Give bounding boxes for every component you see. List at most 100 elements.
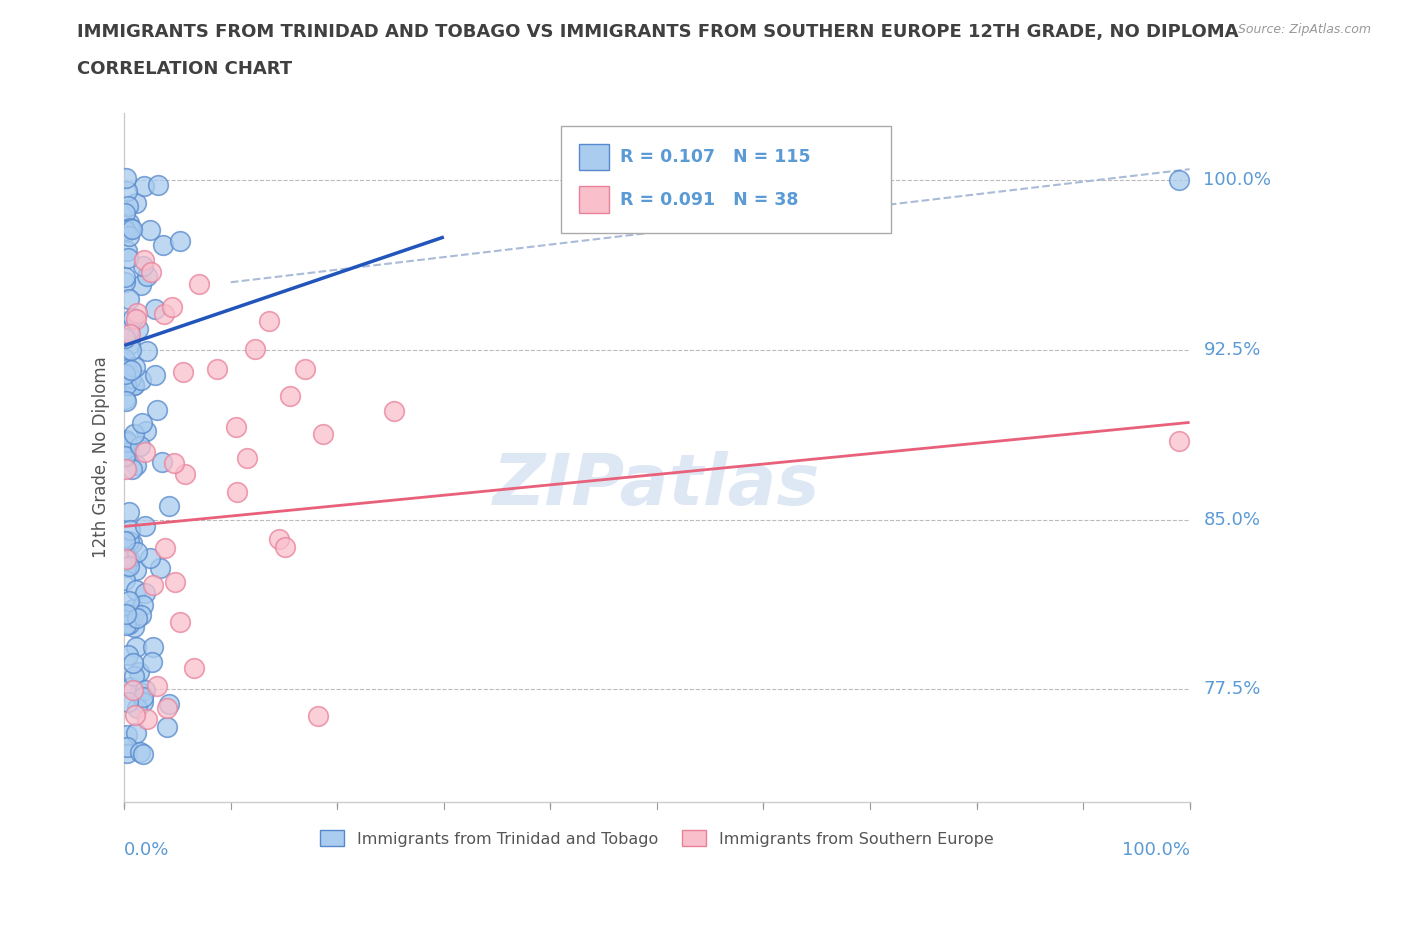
Point — [117, 610, 139, 625]
Point — [121, 462, 143, 477]
Point — [135, 423, 157, 438]
Point — [136, 269, 159, 284]
Text: R = 0.091   N = 38: R = 0.091 N = 38 — [620, 192, 799, 209]
Point — [267, 532, 290, 547]
Point — [129, 277, 152, 292]
Point — [125, 640, 148, 655]
Point — [114, 448, 136, 463]
Point — [205, 362, 228, 377]
Point — [129, 685, 152, 700]
Point — [122, 378, 145, 392]
Point — [129, 372, 152, 387]
Bar — [579, 143, 609, 170]
Point — [122, 602, 145, 617]
Point — [135, 343, 157, 358]
Point — [125, 458, 148, 472]
Point — [174, 466, 197, 481]
Point — [183, 661, 205, 676]
Point — [257, 313, 280, 328]
Text: 92.5%: 92.5% — [1204, 341, 1261, 359]
Text: R = 0.107   N = 115: R = 0.107 N = 115 — [620, 149, 810, 166]
Text: 85.0%: 85.0% — [1204, 511, 1261, 528]
Point — [115, 461, 138, 476]
Point — [114, 378, 136, 392]
Point — [294, 362, 316, 377]
Point — [114, 331, 136, 346]
Point — [115, 362, 138, 377]
Point — [118, 323, 141, 338]
FancyBboxPatch shape — [561, 126, 891, 233]
Point — [157, 498, 180, 513]
Point — [124, 360, 146, 375]
Text: 100.0%: 100.0% — [1122, 842, 1189, 859]
Text: 0.0%: 0.0% — [124, 842, 170, 859]
Point — [115, 728, 138, 743]
Text: IMMIGRANTS FROM TRINIDAD AND TOBAGO VS IMMIGRANTS FROM SOUTHERN EUROPE 12TH GRAD: IMMIGRANTS FROM TRINIDAD AND TOBAGO VS I… — [77, 23, 1239, 41]
Point — [118, 291, 141, 306]
Legend: Immigrants from Trinidad and Tobago, Immigrants from Southern Europe: Immigrants from Trinidad and Tobago, Imm… — [314, 824, 1000, 853]
Point — [122, 655, 145, 670]
Point — [129, 744, 152, 759]
Point — [132, 598, 155, 613]
Point — [114, 573, 136, 588]
Point — [225, 419, 247, 434]
Point — [115, 449, 138, 464]
Point — [131, 690, 153, 705]
Point — [114, 354, 136, 369]
Point — [115, 393, 138, 408]
Point — [122, 607, 145, 622]
Point — [129, 607, 152, 622]
Point — [169, 615, 191, 630]
Text: 77.5%: 77.5% — [1204, 680, 1261, 698]
Point — [152, 237, 174, 252]
Point — [120, 378, 142, 392]
Point — [125, 195, 148, 210]
Point — [127, 700, 149, 715]
Point — [236, 451, 259, 466]
Point — [115, 551, 138, 566]
Point — [1168, 173, 1191, 188]
Point — [117, 244, 139, 259]
Point — [134, 519, 156, 534]
Point — [115, 225, 138, 240]
Point — [134, 683, 156, 698]
Point — [117, 551, 139, 566]
Point — [163, 456, 186, 471]
Point — [114, 618, 136, 632]
Point — [146, 403, 169, 418]
Point — [118, 216, 141, 231]
Point — [114, 206, 136, 221]
Point — [150, 454, 173, 469]
Point — [114, 616, 136, 631]
Point — [118, 558, 141, 573]
Point — [118, 523, 141, 538]
Text: ZIPatlas: ZIPatlas — [494, 450, 821, 520]
Point — [127, 322, 149, 337]
Text: 100.0%: 100.0% — [1204, 171, 1271, 190]
Point — [115, 606, 138, 621]
Point — [160, 299, 183, 314]
Point — [172, 365, 194, 379]
Point — [134, 445, 156, 459]
Point — [114, 534, 136, 549]
Point — [114, 222, 136, 237]
Point — [132, 252, 155, 267]
Point — [118, 228, 141, 243]
Point — [122, 669, 145, 684]
Point — [312, 426, 335, 441]
Point — [115, 746, 138, 761]
Point — [125, 306, 148, 321]
Point — [114, 275, 136, 290]
Point — [143, 302, 166, 317]
Point — [153, 540, 176, 555]
Point — [127, 610, 149, 625]
Point — [124, 312, 146, 326]
Point — [138, 551, 160, 565]
Point — [117, 250, 139, 265]
Point — [153, 306, 176, 321]
Point — [132, 259, 155, 273]
Point — [157, 697, 180, 711]
Point — [120, 679, 142, 694]
Point — [114, 366, 136, 381]
Point — [114, 222, 136, 237]
